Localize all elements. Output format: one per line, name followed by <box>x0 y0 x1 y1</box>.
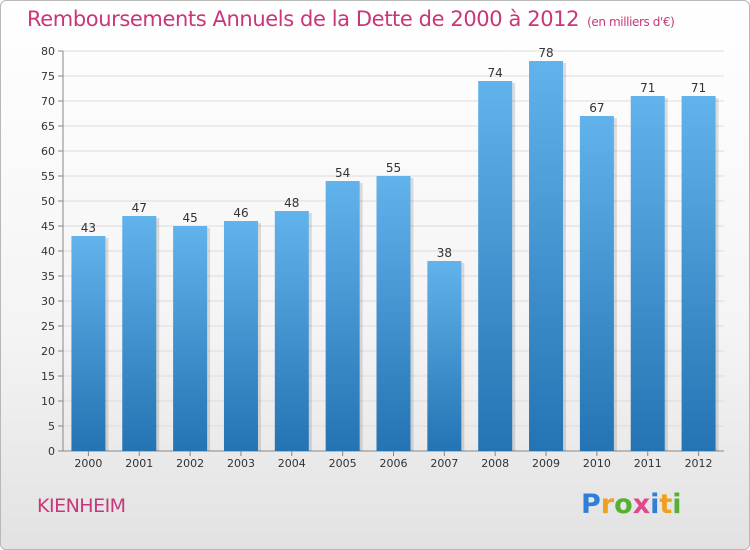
bar <box>478 81 513 451</box>
logo-letter: P <box>581 489 601 520</box>
bar-value-label: 46 <box>233 206 248 220</box>
bar <box>122 216 157 451</box>
bar-value-label: 71 <box>640 81 655 95</box>
logo-letter: i <box>672 489 682 520</box>
chart-title: Remboursements Annuels de la Dette de 20… <box>27 7 675 31</box>
bar <box>325 181 360 451</box>
bar-value-label: 67 <box>589 101 604 115</box>
y-tick-label: 30 <box>41 295 55 308</box>
x-tick-label: 2006 <box>380 457 408 470</box>
y-tick-label: 60 <box>41 145 55 158</box>
bar <box>223 221 258 451</box>
bar <box>681 96 716 451</box>
bar-value-label: 74 <box>488 66 503 80</box>
chart-unit-label: (en milliers d'€) <box>587 15 675 29</box>
y-tick-label: 15 <box>41 370 55 383</box>
bar-value-label: 54 <box>335 166 350 180</box>
x-tick-label: 2009 <box>532 457 560 470</box>
y-tick-label: 40 <box>41 245 55 258</box>
y-tick-label: 5 <box>48 420 55 433</box>
x-tick-label: 2011 <box>634 457 662 470</box>
x-tick-label: 2007 <box>430 457 458 470</box>
bar-value-label: 78 <box>538 46 553 60</box>
x-tick-label: 2003 <box>227 457 255 470</box>
y-tick-label: 25 <box>41 320 55 333</box>
bar-value-label: 38 <box>437 246 452 260</box>
bar <box>71 236 106 451</box>
bar <box>529 61 564 451</box>
labels: 0 5 10 15 20 25 30 35 40 45 50 55 60 65 70 75 80 43 2000 47… <box>41 45 713 470</box>
bar <box>427 261 462 451</box>
bar <box>173 226 208 451</box>
bars <box>71 61 719 451</box>
bar-value-label: 55 <box>386 161 401 175</box>
y-tick-label: 0 <box>48 445 55 458</box>
y-tick-label: 65 <box>41 120 55 133</box>
y-tick-label: 80 <box>41 45 55 58</box>
x-tick-label: 2002 <box>176 457 204 470</box>
logo-letter: o <box>614 489 633 520</box>
logo-letter: t <box>659 489 673 520</box>
y-tick-label: 35 <box>41 270 55 283</box>
x-tick-label: 2008 <box>481 457 509 470</box>
y-tick-label: 10 <box>41 395 55 408</box>
bar <box>274 211 309 451</box>
x-tick-label: 2010 <box>583 457 611 470</box>
y-tick-label: 45 <box>41 220 55 233</box>
y-tick-label: 20 <box>41 345 55 358</box>
x-tick-label: 2004 <box>278 457 306 470</box>
place-name: KIENHEIM <box>37 495 126 517</box>
bar-value-label: 71 <box>691 81 706 95</box>
bar <box>579 116 614 451</box>
bar-value-label: 47 <box>132 201 147 215</box>
bar <box>630 96 665 451</box>
logo-letter: r <box>600 489 615 520</box>
x-tick-label: 2005 <box>329 457 357 470</box>
y-tick-label: 55 <box>41 170 55 183</box>
x-tick-label: 2001 <box>125 457 153 470</box>
bar-value-label: 48 <box>284 196 299 210</box>
y-tick-label: 70 <box>41 95 55 108</box>
proxiti-logo: Proxiti <box>581 489 682 520</box>
x-tick-label: 2000 <box>74 457 102 470</box>
bar-value-label: 45 <box>182 211 197 225</box>
bar <box>376 176 411 451</box>
logo-letter: x <box>632 489 651 520</box>
chart-title-text: Remboursements Annuels de la Dette de 20… <box>27 7 580 31</box>
y-tick-label: 75 <box>41 70 55 83</box>
bar-value-label: 43 <box>81 221 96 235</box>
logo-letter: i <box>650 489 660 520</box>
y-tick-label: 50 <box>41 195 55 208</box>
x-tick-label: 2012 <box>685 457 713 470</box>
